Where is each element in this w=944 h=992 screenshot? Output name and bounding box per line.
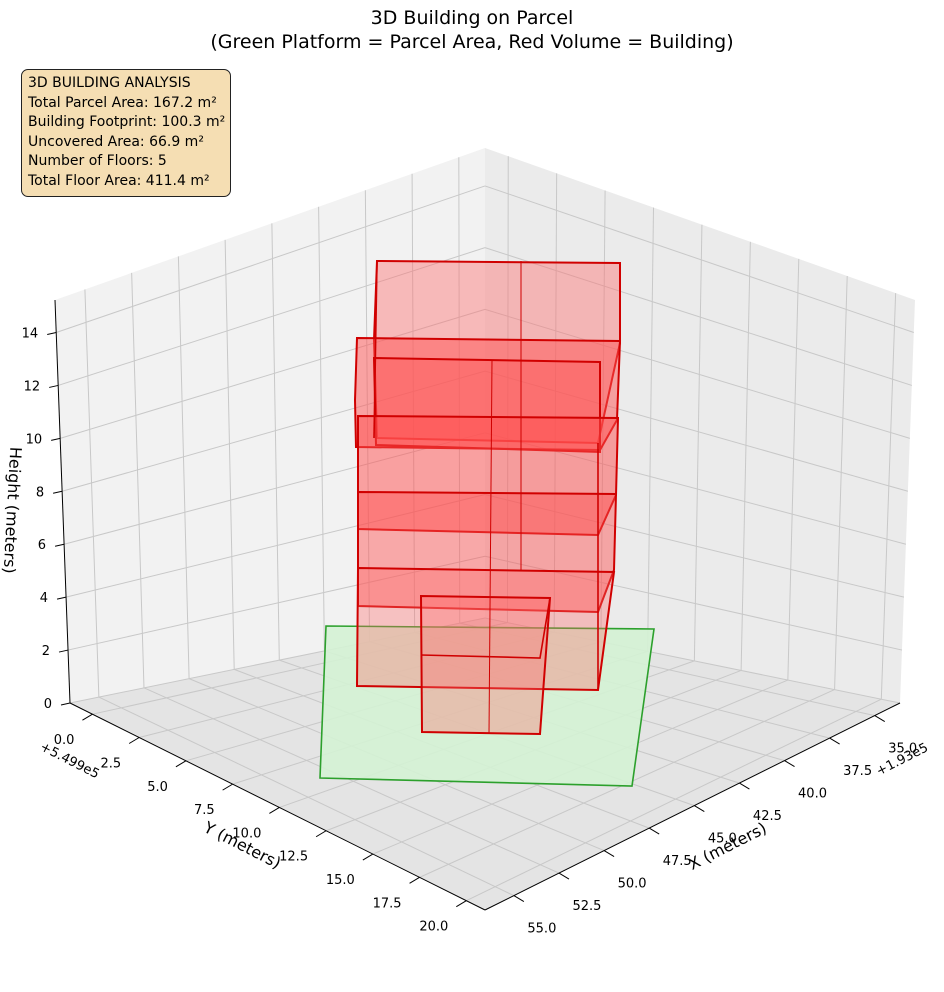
y-grid-line (647, 207, 655, 652)
x-tick-label: 50.0 (618, 877, 647, 892)
info-total-parcel-area: Total Parcel Area: 167.2 m² (28, 94, 217, 111)
z-tick-label: 12 (24, 379, 41, 394)
x-axis-label: X (meters) (685, 818, 769, 874)
x-tick-label: 35.0 (888, 742, 917, 757)
z-grid-line (67, 555, 486, 651)
x-tick (694, 805, 705, 813)
z-tick (49, 384, 59, 388)
building-center-edge-2 (488, 359, 493, 735)
z-tick (53, 490, 63, 494)
x-axis-line (484, 702, 901, 911)
y-tick-label: 7.5 (194, 803, 215, 818)
x-tick-label: 37.5 (843, 764, 872, 779)
x-tick-label: 40.0 (798, 787, 827, 802)
x-tick-label: 47.5 (663, 854, 692, 869)
chart-title: 3D Building on Parcel (Green Platform = … (0, 6, 944, 54)
x-grid-line (98, 696, 515, 897)
y-tick (269, 807, 280, 814)
y-grid-line (787, 258, 800, 681)
x-tick-label: 42.5 (753, 809, 782, 824)
y-grid-line (834, 276, 848, 690)
z-tick (51, 437, 61, 441)
x-tick (558, 872, 570, 880)
x-tick-label: 45.0 (708, 832, 737, 847)
z-grid-line (58, 247, 486, 386)
x-tick (603, 850, 615, 858)
z-tick-label: 2 (42, 644, 50, 659)
annex-inner-edge (420, 597, 551, 659)
x-grid-line (143, 687, 560, 874)
y-tick (456, 900, 467, 908)
chart-title-line-1: 3D Building on Parcel (370, 7, 574, 29)
axes-panes (55, 148, 915, 910)
z-tick-label: 14 (22, 327, 39, 342)
y-tick-label: 0.0 (54, 733, 75, 748)
z-tick-label: 8 (36, 485, 44, 500)
z-tick (58, 649, 69, 653)
z-tick (60, 702, 71, 706)
y-tick-label: 20.0 (419, 920, 448, 935)
y-tick (362, 853, 374, 861)
y-grid-line (693, 224, 703, 661)
y-tick (82, 713, 93, 721)
y-tick-label: 15.0 (326, 873, 355, 888)
info-heading: 3D BUILDING ANALYSIS (28, 75, 191, 91)
x-grid-line (318, 206, 325, 651)
z-tick-label: 4 (40, 591, 48, 606)
info-building-footprint: Building Footprint: 100.3 m² (28, 114, 226, 130)
x-grid-line (224, 239, 235, 670)
x-grid-line (131, 272, 145, 688)
z-grid-line (60, 308, 486, 439)
x-tick (739, 782, 750, 790)
chart-title-line-2: (Green Platform = Parcel Area, Red Volum… (210, 31, 734, 53)
info-uncovered-area: Uncovered Area: 66.9 m² (28, 133, 204, 150)
x-tick (648, 827, 660, 835)
y-tick-label: 2.5 (100, 757, 121, 772)
x-tick (874, 715, 885, 723)
z-tick (47, 332, 57, 335)
y-tick (128, 737, 140, 744)
building-volume (353, 259, 622, 736)
z-tick (56, 596, 67, 600)
left-back-pane (55, 148, 485, 703)
y-tick (175, 760, 187, 768)
y-tick-label: 12.5 (279, 850, 308, 865)
z-grid-line (56, 185, 486, 333)
y-tick-label: 5.0 (147, 780, 168, 795)
y-tick (409, 876, 420, 884)
axis-ticks: 0 2 4 6 8 10 12 14 0.0 2.5 5.0 7.5 10.0 12.5 15.0 17.5 2… (22, 327, 918, 937)
z-tick-label: 6 (38, 538, 46, 553)
ground-annex-volume (419, 594, 552, 736)
y-grid-line (466, 698, 882, 902)
x-tick (784, 760, 795, 768)
info-number-of-floors: Number of Floors: 5 (28, 153, 167, 169)
y-grid-line (740, 241, 751, 671)
y-tick (315, 830, 327, 838)
z-tick (54, 543, 65, 547)
x-grid-line (84, 289, 100, 698)
building-back-edge (373, 260, 378, 439)
x-grid-line (271, 223, 280, 661)
z-tick-label: 10 (26, 432, 43, 447)
z-axis-label: Height (meters) (0, 446, 25, 574)
y-tick-label: 17.5 (373, 896, 402, 911)
x-grid-line (177, 256, 190, 679)
info-total-floor-area: Total Floor Area: 411.4 m² (28, 172, 210, 189)
y-tick-label: 10.0 (232, 826, 261, 841)
x-tick (829, 737, 840, 745)
x-tick-label: 55.0 (527, 922, 556, 937)
analysis-info-box: 3D BUILDING ANALYSIS Total Parcel Area: … (21, 69, 231, 197)
y-grid-line (880, 293, 897, 700)
x-tick (513, 895, 525, 903)
x-tick-label: 52.5 (573, 899, 602, 914)
z-axis-line (54, 299, 71, 704)
z-tick-label: 0 (44, 697, 52, 712)
right-back-pane (485, 148, 915, 703)
y-tick (222, 783, 233, 791)
